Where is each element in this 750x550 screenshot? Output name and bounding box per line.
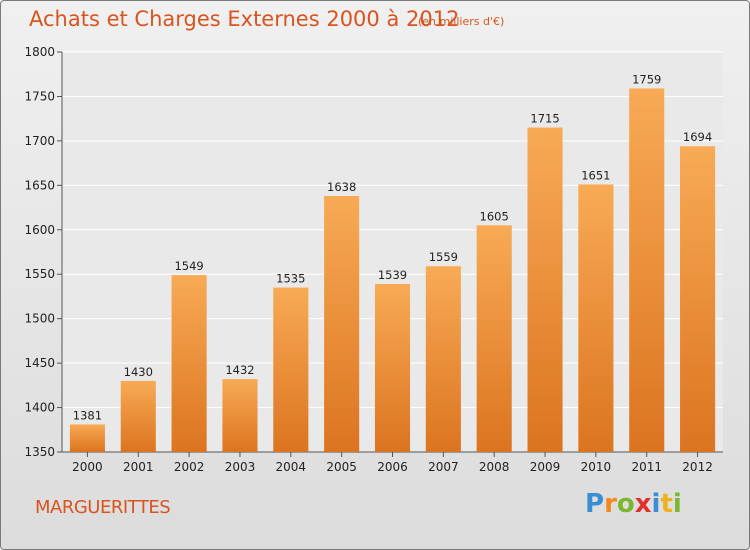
data-label-2010: 1651 bbox=[581, 168, 610, 182]
data-label-2006: 1539 bbox=[378, 268, 407, 282]
bar-2002 bbox=[171, 275, 207, 452]
x-tick-label-2004: 2004 bbox=[276, 460, 307, 474]
y-tick-label: 1550 bbox=[24, 267, 55, 281]
x-tick-label-2007: 2007 bbox=[428, 460, 459, 474]
data-label-2011: 1759 bbox=[632, 72, 661, 86]
logo-letter: x bbox=[634, 489, 652, 519]
x-tick-label-2006: 2006 bbox=[377, 460, 408, 474]
bar-2011 bbox=[629, 88, 665, 452]
y-tick-label: 1500 bbox=[24, 312, 55, 326]
x-tick-label-2012: 2012 bbox=[682, 460, 713, 474]
logo-letter: i bbox=[672, 489, 682, 519]
x-tick-label-2008: 2008 bbox=[479, 460, 510, 474]
logo-letter: i bbox=[651, 489, 661, 519]
x-tick-label-2000: 2000 bbox=[72, 460, 103, 474]
chart-title: Achats et Charges Externes 2000 à 2012 bbox=[29, 7, 460, 31]
data-label-2003: 1432 bbox=[225, 363, 254, 377]
data-label-2009: 1715 bbox=[530, 112, 559, 126]
bar-2000 bbox=[69, 424, 105, 452]
commune-name: MARGUERITTES bbox=[35, 497, 171, 518]
y-tick-label: 1350 bbox=[24, 445, 55, 459]
data-label-2008: 1605 bbox=[480, 209, 509, 223]
data-label-2007: 1559 bbox=[429, 250, 458, 264]
bars bbox=[69, 88, 716, 453]
bar-2012 bbox=[680, 146, 716, 452]
bar-2001 bbox=[120, 380, 156, 452]
data-labels: 1381 1430 1549 1432 1535 1638 1539 1559 1605 1715… bbox=[73, 72, 712, 422]
y-tick-label: 1600 bbox=[24, 223, 55, 237]
bar-2004 bbox=[273, 287, 309, 452]
axes: 1350 1400 1450 1500 1550 1600 1650 1700 1750 1800… bbox=[24, 45, 723, 474]
x-tick-label-2003: 2003 bbox=[225, 460, 256, 474]
data-label-2000: 1381 bbox=[73, 408, 102, 422]
logo-letter: P bbox=[585, 489, 605, 519]
proxiti-logo: Proxiti bbox=[585, 489, 682, 519]
x-tick-label-2001: 2001 bbox=[123, 460, 154, 474]
x-tick-label-2005: 2005 bbox=[326, 460, 357, 474]
logo-letter: r bbox=[604, 489, 617, 519]
x-tick-label-2009: 2009 bbox=[530, 460, 561, 474]
bar-2010 bbox=[578, 184, 614, 452]
x-tick-label-2002: 2002 bbox=[174, 460, 205, 474]
bar-2005 bbox=[324, 196, 360, 452]
bar-2009 bbox=[527, 127, 563, 453]
x-tick-label-2011: 2011 bbox=[631, 460, 662, 474]
data-label-2001: 1430 bbox=[124, 365, 153, 379]
bar-2006 bbox=[374, 284, 411, 452]
logo-letter: o bbox=[616, 489, 635, 519]
data-label-2002: 1549 bbox=[174, 259, 203, 273]
data-label-2005: 1638 bbox=[327, 180, 356, 194]
chart-subtitle: (en milliers d'€) bbox=[418, 15, 505, 28]
y-tick-label: 1700 bbox=[24, 134, 55, 148]
data-label-2004: 1535 bbox=[276, 272, 305, 286]
y-tick-label: 1750 bbox=[24, 89, 55, 103]
bar-2007 bbox=[425, 266, 461, 452]
logo-letter: t bbox=[660, 489, 673, 519]
data-label-2012: 1694 bbox=[683, 130, 712, 144]
bar-2003 bbox=[222, 379, 258, 452]
y-tick-label: 1650 bbox=[24, 178, 55, 192]
bar-2008 bbox=[476, 225, 512, 452]
y-tick-label: 1800 bbox=[24, 45, 55, 59]
y-tick-label: 1450 bbox=[24, 356, 55, 370]
x-tick-label-2010: 2010 bbox=[581, 460, 612, 474]
y-tick-label: 1400 bbox=[24, 401, 55, 415]
